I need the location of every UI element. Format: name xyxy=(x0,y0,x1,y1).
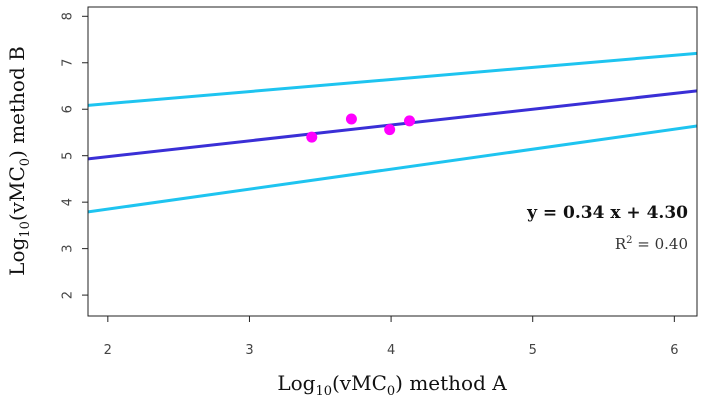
fit-lines xyxy=(88,51,697,214)
x-axis: 2 3 4 5 6 xyxy=(104,316,678,358)
y-tick-label: 5 xyxy=(61,152,76,160)
data-point xyxy=(345,113,357,125)
y-tick-label: 3 xyxy=(61,244,76,252)
data-point xyxy=(403,115,415,127)
regression-line xyxy=(88,89,697,161)
x-tick-label: 2 xyxy=(104,343,112,358)
y-tick-label: 4 xyxy=(61,198,76,206)
x-tick-label: 6 xyxy=(670,343,678,358)
y-tick-label: 2 xyxy=(61,291,76,299)
y-axis: 2 3 4 5 6 7 8 xyxy=(61,12,88,299)
y-axis-title: Log10(vMC0) method B xyxy=(5,46,33,276)
y-tick-label: 8 xyxy=(61,12,76,20)
data-points xyxy=(306,113,415,143)
regression-equation: y = 0.34 x + 4.30 xyxy=(526,203,688,223)
upper-band-line xyxy=(88,51,697,107)
r-squared-label: R2 = 0.40 xyxy=(615,235,688,253)
lower-band-line xyxy=(88,124,697,214)
x-axis-title: Log10(vMC0) method A xyxy=(277,371,507,399)
data-point xyxy=(384,124,396,136)
x-tick-label: 3 xyxy=(245,343,253,358)
data-point xyxy=(306,131,318,143)
plot-frame xyxy=(87,6,698,317)
y-tick-label: 7 xyxy=(61,59,76,67)
x-tick-label: 4 xyxy=(387,343,395,358)
x-tick-label: 5 xyxy=(529,343,537,358)
y-tick-label: 6 xyxy=(61,105,76,113)
